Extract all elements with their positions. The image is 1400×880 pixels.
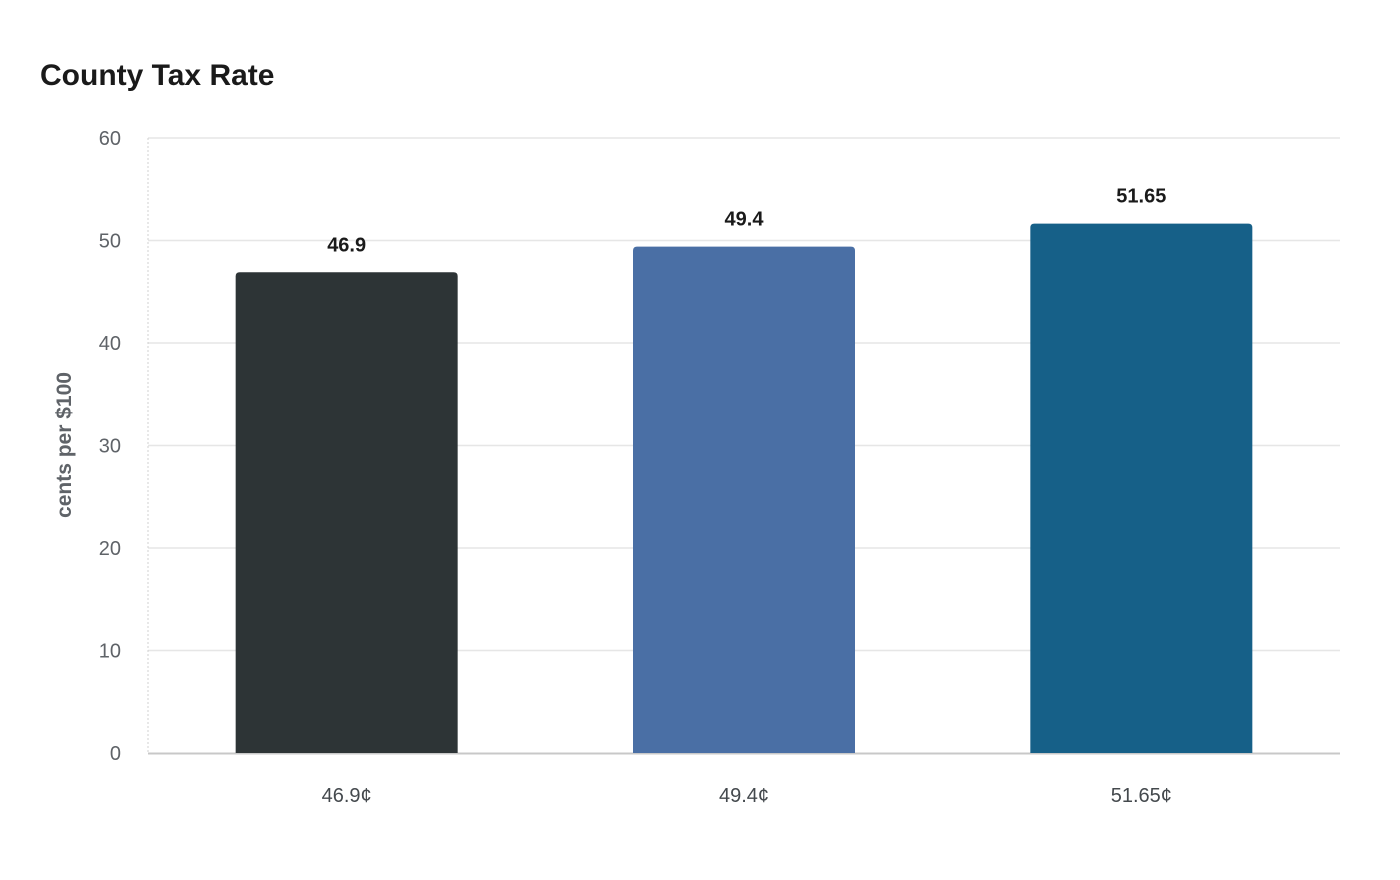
y-axis-ticks: 0 10 20 30 40 50 60 xyxy=(99,128,121,765)
bar-value-label: 46.9 xyxy=(327,234,366,256)
bars xyxy=(235,223,1253,753)
y-axis-title: cents per $100 xyxy=(53,372,76,518)
y-tick-label: 40 xyxy=(99,333,121,355)
bar-value-label: 51.65 xyxy=(1116,186,1166,208)
x-category-label: 49.4¢ xyxy=(719,785,769,807)
y-tick-label: 30 xyxy=(99,436,121,458)
y-tick-label: 60 xyxy=(99,128,121,150)
y-tick-label: 0 xyxy=(110,743,121,765)
y-tick-label: 20 xyxy=(99,538,121,560)
bar xyxy=(1030,223,1253,753)
y-tick-label: 10 xyxy=(99,641,121,663)
bar-value-label: 49.4 xyxy=(725,209,765,231)
x-category-label: 46.9¢ xyxy=(322,785,372,807)
x-axis-categories: 46.9¢ 49.4¢ 51.65¢ xyxy=(322,785,1172,807)
y-tick-label: 50 xyxy=(99,231,121,253)
chart-title: County Tax Rate xyxy=(40,59,275,92)
bar xyxy=(235,272,458,753)
bar xyxy=(633,246,855,753)
x-category-label: 51.65¢ xyxy=(1111,785,1172,807)
axes xyxy=(147,138,1340,755)
data-labels: 46.9 49.4 51.65 xyxy=(327,186,1166,257)
